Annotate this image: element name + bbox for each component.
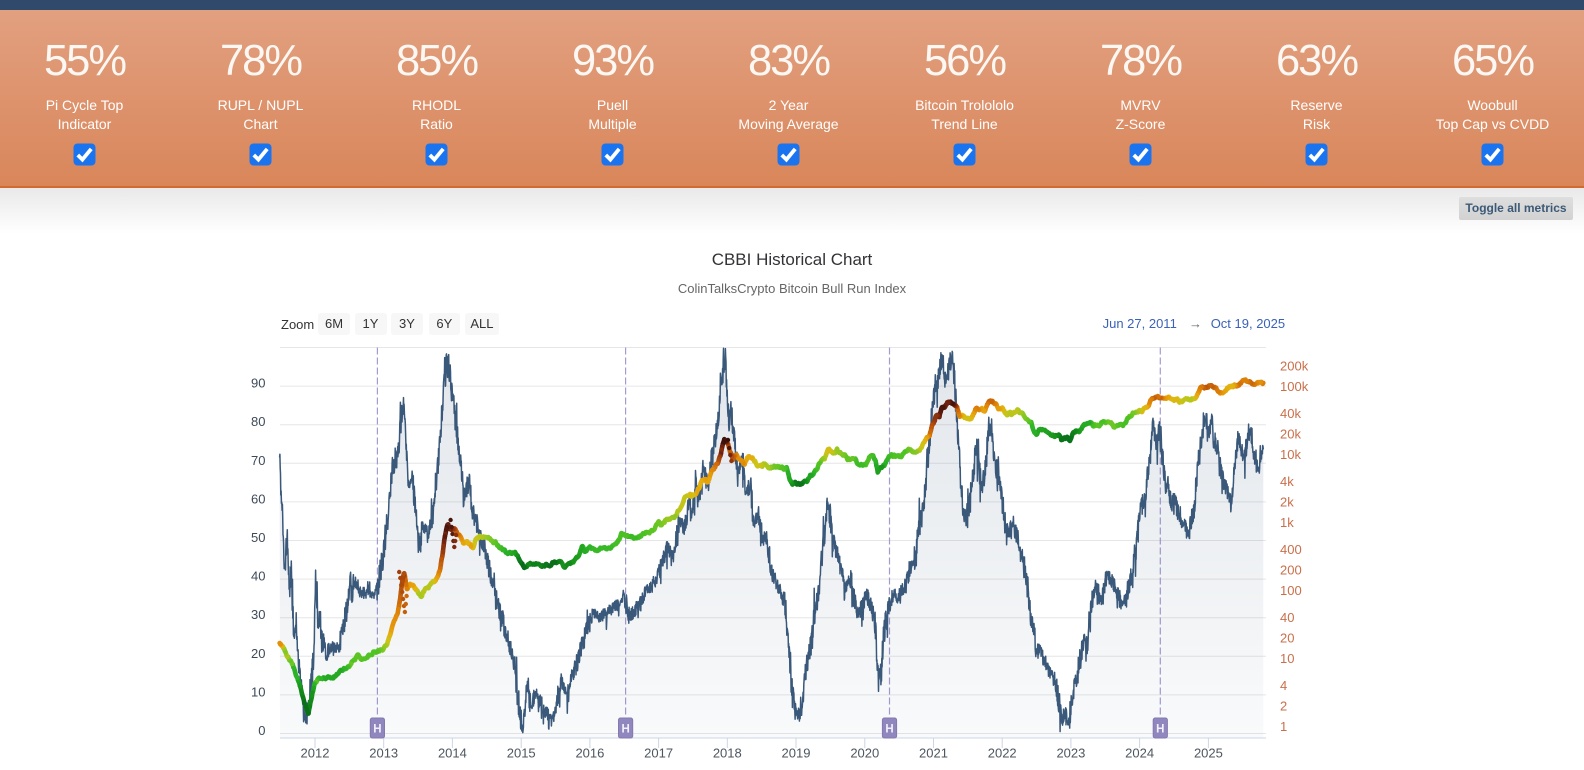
- svg-text:2013: 2013: [369, 746, 398, 761]
- svg-text:2014: 2014: [438, 746, 467, 761]
- svg-text:2017: 2017: [644, 746, 673, 761]
- svg-text:100k: 100k: [1280, 379, 1309, 394]
- svg-text:2: 2: [1280, 698, 1287, 713]
- svg-text:400: 400: [1280, 542, 1302, 557]
- svg-text:20k: 20k: [1280, 426, 1301, 441]
- svg-text:30: 30: [251, 607, 265, 622]
- svg-text:H: H: [621, 724, 629, 736]
- svg-text:H: H: [373, 724, 381, 736]
- svg-text:200k: 200k: [1280, 358, 1309, 373]
- svg-text:H: H: [885, 724, 893, 736]
- svg-text:2021: 2021: [919, 746, 948, 761]
- svg-text:50: 50: [251, 530, 265, 545]
- svg-text:200: 200: [1280, 562, 1302, 577]
- svg-text:2019: 2019: [782, 746, 811, 761]
- svg-text:40: 40: [1280, 610, 1294, 625]
- svg-text:100: 100: [1280, 583, 1302, 598]
- svg-text:1: 1: [1280, 719, 1287, 734]
- svg-text:20: 20: [251, 646, 265, 661]
- svg-text:2025: 2025: [1194, 746, 1223, 761]
- svg-text:2016: 2016: [575, 746, 604, 761]
- svg-text:10k: 10k: [1280, 447, 1301, 462]
- svg-text:70: 70: [251, 453, 265, 468]
- svg-text:60: 60: [251, 491, 265, 506]
- svg-text:2012: 2012: [301, 746, 330, 761]
- svg-text:4k: 4k: [1280, 474, 1294, 489]
- svg-text:2022: 2022: [988, 746, 1017, 761]
- svg-text:2023: 2023: [1056, 746, 1085, 761]
- svg-text:80: 80: [251, 414, 265, 429]
- svg-text:2015: 2015: [507, 746, 536, 761]
- svg-text:40k: 40k: [1280, 406, 1301, 421]
- svg-text:1k: 1k: [1280, 515, 1294, 530]
- svg-text:4: 4: [1280, 678, 1287, 693]
- svg-text:90: 90: [251, 376, 265, 391]
- svg-text:0: 0: [258, 723, 265, 738]
- svg-text:H: H: [1156, 724, 1164, 736]
- svg-text:2024: 2024: [1125, 746, 1154, 761]
- svg-text:2020: 2020: [850, 746, 879, 761]
- svg-text:40: 40: [251, 569, 265, 584]
- svg-text:20: 20: [1280, 630, 1294, 645]
- svg-text:2k: 2k: [1280, 494, 1294, 509]
- svg-text:10: 10: [251, 684, 265, 699]
- svg-text:10: 10: [1280, 651, 1294, 666]
- svg-text:2018: 2018: [713, 746, 742, 761]
